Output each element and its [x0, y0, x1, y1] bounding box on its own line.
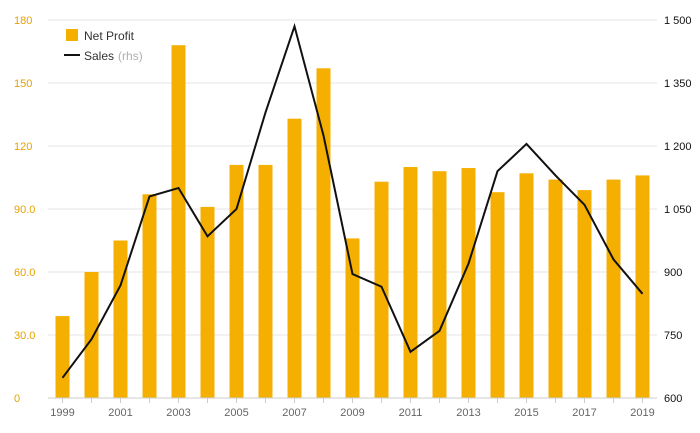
right-tick-label-900: 900	[664, 267, 682, 279]
bar-net-profit-2010	[374, 181, 389, 398]
bar-net-profit-2011	[403, 167, 418, 398]
right-tick-label-750: 750	[664, 330, 682, 342]
bar-net-profit-2016	[548, 179, 563, 398]
bar-net-profit-2002	[142, 194, 157, 398]
left-tick-label-180: 180	[14, 15, 32, 27]
bar-net-profit-2015	[519, 173, 534, 398]
bar-net-profit-2005	[229, 164, 244, 398]
legend-net-profit-swatch	[66, 29, 78, 41]
x-tick-label-2007: 2007	[282, 407, 306, 419]
x-tick-label-2019: 2019	[630, 407, 654, 419]
right-tick-label-600: 600	[664, 393, 682, 405]
x-tick-label-1999: 1999	[50, 407, 74, 419]
line-layer	[61, 22, 644, 379]
bar-net-profit-2012	[432, 171, 447, 398]
x-tick-label-2011: 2011	[399, 407, 423, 419]
x-tick-label-2015: 2015	[514, 407, 538, 419]
bar-net-profit-2004	[200, 206, 215, 398]
bar-net-profit-2013	[461, 168, 476, 398]
left-tick-label-0: 0	[14, 393, 20, 405]
x-tick-label-2013: 2013	[456, 407, 480, 419]
left-tick-label-90-0: 90.0	[14, 204, 35, 216]
bar-net-profit-1999	[55, 316, 70, 398]
x-tick-label-2001: 2001	[108, 407, 132, 419]
right-tick-label-1-350: 1 350	[664, 78, 692, 90]
bar-net-profit-2017	[577, 190, 592, 398]
x-tick-label-2009: 2009	[340, 407, 364, 419]
bar-net-profit-2019	[635, 175, 650, 398]
x-tick-label-2005: 2005	[224, 407, 248, 419]
legend: Net Profit Sales (rhs)	[64, 29, 143, 63]
bar-net-profit-2003	[171, 45, 186, 398]
bar-net-profit-2014	[490, 192, 505, 398]
right-tick-label-1-200: 1 200	[664, 141, 692, 153]
left-tick-label-30-0: 30.0	[14, 330, 35, 342]
axes-layer: 1999 2001 2003 2005 2007 2009 2011 2013 2015 2017…	[14, 15, 692, 419]
bar-net-profit-2006	[258, 164, 273, 398]
legend-sales-label: Sales (rhs)	[84, 49, 143, 63]
legend-sales-rhs-note: (rhs)	[118, 49, 143, 63]
left-tick-label-150: 150	[14, 78, 32, 90]
bar-net-profit-2007	[287, 118, 302, 398]
bar-net-profit-2000	[84, 272, 99, 398]
bars-layer	[55, 45, 650, 399]
left-tick-label-120: 120	[14, 141, 32, 153]
x-tick-label-2003: 2003	[166, 407, 190, 419]
bar-net-profit-2018	[606, 179, 621, 398]
bar-net-profit-2001	[113, 240, 128, 398]
legend-net-profit-label: Net Profit	[84, 29, 135, 43]
right-tick-label-1-050: 1 050	[664, 204, 692, 216]
legend-sales-name: Sales	[84, 49, 114, 63]
bar-net-profit-2009	[345, 238, 360, 398]
x-tick-label-2017: 2017	[572, 407, 596, 419]
right-tick-label-1-500: 1 500	[664, 15, 692, 27]
left-tick-label-60-0: 60.0	[14, 267, 35, 279]
